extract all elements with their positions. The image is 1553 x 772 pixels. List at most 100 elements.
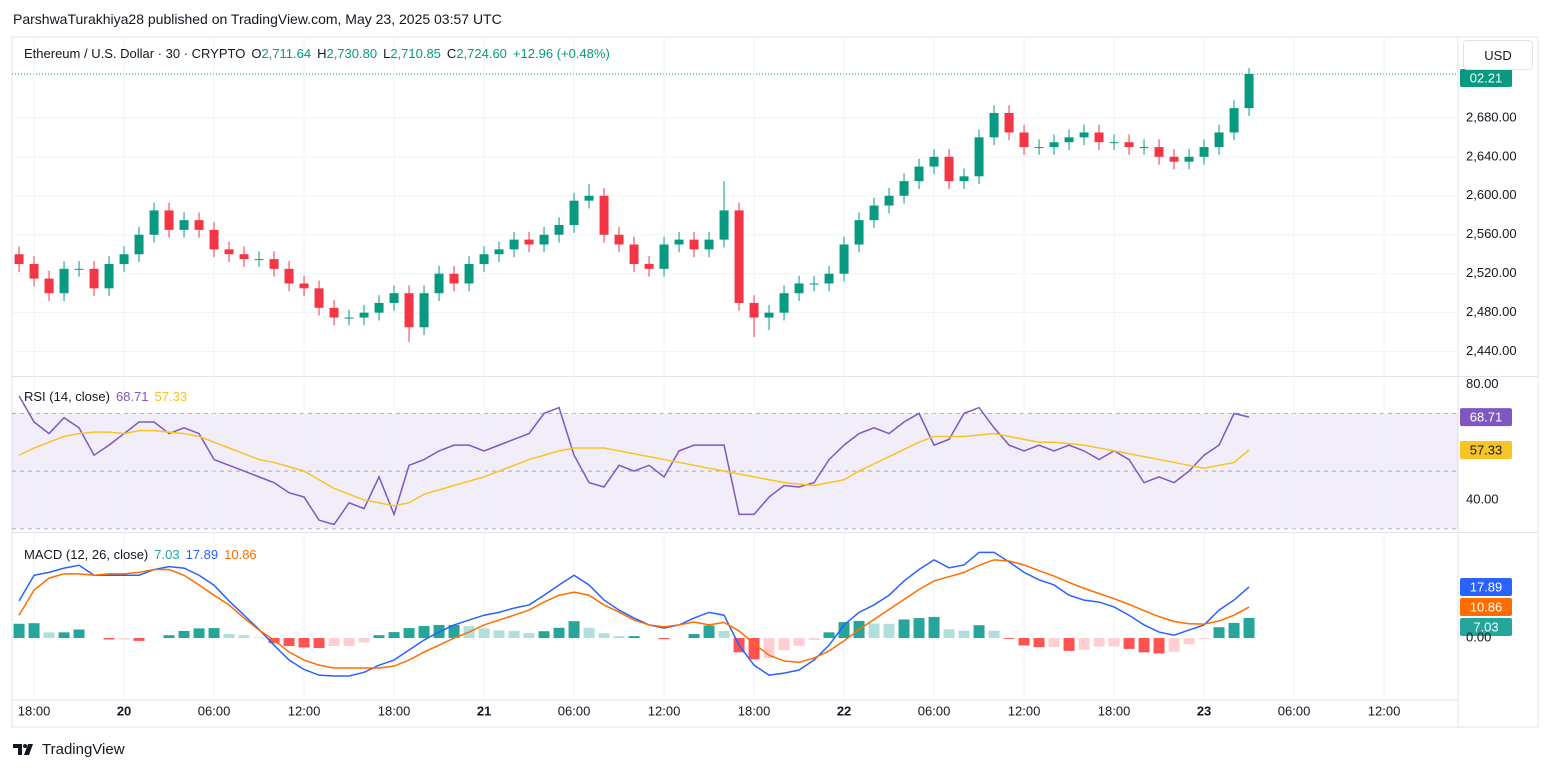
x-tick-label: 12:00 (1368, 703, 1401, 718)
histogram-bar (1108, 638, 1120, 647)
histogram-bar (313, 638, 325, 649)
grid (12, 37, 1458, 700)
price-change: +12.96 (+0.48%) (512, 46, 610, 61)
candle-body (329, 307, 339, 318)
y-tick-label: 2,640.00 (1466, 148, 1517, 163)
histogram-bar (283, 638, 295, 647)
histogram-bar (1063, 638, 1075, 651)
brand-logo (13, 744, 33, 755)
candle-body (314, 288, 324, 308)
histogram-bar (583, 627, 595, 639)
x-tick-label: 06:00 (198, 703, 231, 718)
candle-body (1079, 132, 1089, 138)
candle-body (164, 210, 174, 230)
histogram-bar (928, 616, 940, 639)
candle-body (254, 259, 264, 261)
candle-body (1244, 74, 1254, 109)
axis-tag-label: 10.86 (1470, 599, 1503, 614)
histogram-bar (793, 638, 805, 646)
histogram-bar (388, 632, 400, 639)
candle-body (224, 249, 234, 255)
histogram-bar (883, 623, 895, 639)
histogram-bar (718, 630, 730, 639)
candle-body (14, 254, 24, 264)
candle-body (1124, 142, 1134, 148)
candle-body (74, 268, 84, 270)
axis-tag-label: 7.03 (1473, 619, 1498, 634)
candle-body (119, 254, 129, 264)
histogram-bar (103, 638, 115, 640)
axis-tag-bg (1460, 577, 1512, 596)
histogram-bar (538, 631, 550, 639)
axis-tag-label: 17.89 (1470, 579, 1503, 594)
candle-body (809, 283, 819, 285)
candle-body (419, 293, 429, 328)
candle-body (1034, 147, 1044, 149)
histogram-bar (1018, 638, 1030, 646)
candle-body (359, 312, 369, 318)
price-legend: Ethereum / U.S. Dollar · 30 · CRYPTO O2,7… (24, 46, 616, 61)
candle-body (614, 234, 624, 245)
candle-body (284, 268, 294, 284)
ohlc-value: 2,724.60 (456, 46, 507, 61)
candle-body (584, 195, 594, 201)
candle-body (209, 229, 219, 250)
histogram-bar (1183, 638, 1195, 645)
histogram-bar (823, 632, 835, 639)
candle-body (914, 166, 924, 182)
pane-title: RSI (14, close) (24, 389, 110, 404)
candle-body (764, 312, 774, 318)
macd-legend: MACD (12, 26, close) 7.03 17.89 10.86 (24, 547, 263, 562)
x-tick-label: 12:00 (1008, 703, 1041, 718)
candle-body (1229, 108, 1239, 133)
ohlc-value: 2,711.64 (261, 46, 312, 61)
candle-body (404, 293, 414, 328)
histogram-bar (328, 638, 340, 647)
x-tick-label: 20 (117, 703, 131, 718)
histogram-bar (1138, 638, 1150, 653)
histogram-bar (703, 625, 715, 639)
candle-body (989, 112, 999, 138)
histogram-bar (1213, 627, 1225, 639)
marks (13, 68, 1255, 677)
y-tick-label: 2,440.00 (1466, 343, 1517, 358)
histogram-bar (448, 624, 460, 639)
candle-body (434, 273, 444, 294)
histogram-bar (223, 634, 235, 639)
histogram-bar (238, 635, 250, 639)
x-tick-label: 18:00 (738, 703, 771, 718)
axis-tag-bg (1460, 618, 1512, 637)
indicator-line (18, 559, 1250, 669)
axis-tag: 7.03 (1460, 618, 1512, 637)
legend-value: 68.71 (115, 389, 149, 404)
axis-tag: 17.89 (1460, 577, 1512, 596)
candle-body (44, 278, 54, 294)
histogram-bar (193, 628, 205, 639)
candle-body (1214, 132, 1224, 148)
y-tick-label: 80.00 (1466, 376, 1499, 391)
histogram-bar (1123, 638, 1135, 649)
axis-tag-label: 68.71 (1470, 410, 1503, 425)
indicator-line (18, 551, 1250, 677)
candle-body (524, 239, 534, 245)
candle-body (674, 239, 684, 245)
histogram-bar (478, 628, 490, 639)
currency-button[interactable]: USD (1463, 40, 1533, 70)
candle-body (449, 273, 459, 284)
candle-body (554, 225, 564, 235)
candle-body (929, 156, 939, 167)
rsi-legend: RSI (14, close) 68.71 57.33 (24, 389, 193, 404)
candle-body (269, 259, 279, 269)
candle-body (794, 283, 804, 294)
histogram-bar (493, 630, 505, 639)
y-tick-label: 0.00 (1466, 629, 1491, 644)
candle-body (644, 263, 654, 269)
x-tick-label: 21 (477, 703, 491, 718)
histogram-bar (1153, 638, 1165, 654)
symbol-title: Ethereum / U.S. Dollar · 30 · CRYPTO (24, 46, 246, 61)
candle-body (299, 283, 309, 289)
candle-body (149, 210, 159, 235)
candle-body (1094, 132, 1104, 143)
